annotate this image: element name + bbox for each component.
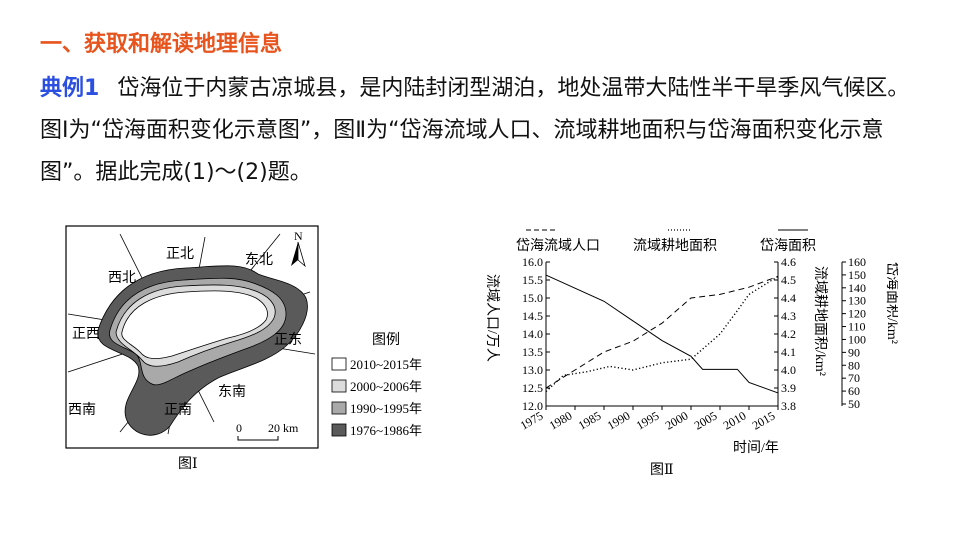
y-tick-label-lake-area: 80 xyxy=(848,358,860,372)
y-axis-title-lake-area: 岱海面积/km² xyxy=(884,262,898,344)
legend-label-population: 岱海流域人口 xyxy=(516,238,600,254)
y-tick-label-farmland: 4.6 xyxy=(781,255,796,269)
example-paragraph: 典例1 岱海位于内蒙古凉城县，是内陆封闭型湖泊，地处温带大陆性半干旱季风气候区。图… xyxy=(40,68,925,194)
y-tick-label-population: 13.0 xyxy=(522,363,543,377)
legend-label-2000-2006: 2000~2006年 xyxy=(350,379,422,394)
y-tick-label-lake-area: 150 xyxy=(848,268,866,282)
y-tick-label-lake-area: 120 xyxy=(848,307,866,321)
example-label: 典例1 xyxy=(40,76,100,101)
lake-2010-2015 xyxy=(121,290,268,360)
scale-label: 20 km xyxy=(268,421,299,435)
y-tick-label-farmland: 4.2 xyxy=(781,327,796,341)
y-tick-label-farmland: 4.3 xyxy=(781,309,796,323)
y-tick-label-population: 14.0 xyxy=(522,327,543,341)
legend-label-lake-area: 岱海面积 xyxy=(760,238,816,254)
y-tick-label-lake-area: 70 xyxy=(848,371,860,385)
y-tick-label-farmland: 4.4 xyxy=(781,291,796,305)
dir-southeast-label: 东南 xyxy=(218,384,246,400)
y-axis-title-population: 流域人口/万人 xyxy=(484,274,500,362)
legend-label-2010-2015: 2010~2015年 xyxy=(350,357,422,372)
y-tick-label-lake-area: 50 xyxy=(848,397,860,411)
legend-title: 图例 xyxy=(372,332,400,348)
series-line-population xyxy=(545,275,779,389)
y-tick-label-farmland: 3.9 xyxy=(781,381,796,395)
x-tick-label: 2000 xyxy=(663,408,691,432)
y-tick-label-population: 16.0 xyxy=(522,255,543,269)
legend-label-1990-1995: 1990~1995年 xyxy=(350,401,422,416)
x-tick-label: 1985 xyxy=(576,408,604,432)
legend-item-2010-2015: 2010~2015年 xyxy=(331,357,422,372)
y-tick-label-population: 13.5 xyxy=(522,345,543,359)
y-tick-label-farmland: 4.5 xyxy=(781,273,796,287)
x-tick-label: 2015 xyxy=(750,408,778,432)
x-tick-label: 1980 xyxy=(547,408,575,432)
dir-east-label: 正东 xyxy=(274,332,302,348)
dir-southwest-label: 西南 xyxy=(68,402,96,418)
dir-south-label: 正南 xyxy=(164,402,192,418)
example-text: 岱海位于内蒙古凉城县，是内陆封闭型湖泊，地处温带大陆性半干旱季风气候区。图Ⅰ为“… xyxy=(40,76,910,185)
dir-north-label: 正北 xyxy=(166,246,194,262)
y-tick-label-population: 12.5 xyxy=(522,381,543,395)
north-arrow-label: N xyxy=(294,229,303,243)
legend-label-1976-1986: 1976~1986年 xyxy=(350,423,422,438)
figure-trend-chart: 岱海流域人口 流域耕地面积 岱海面积 流域人口/万人 流域耕地面积/km² 岱海… xyxy=(484,229,898,478)
y-tick-label-lake-area: 110 xyxy=(848,320,866,334)
x-axis-title: 时间/年 xyxy=(733,440,779,456)
map-frame xyxy=(65,225,319,449)
figure1-caption: 图Ⅰ xyxy=(178,457,198,472)
series-line-lake-area xyxy=(545,274,779,394)
dir-west-label: 正西 xyxy=(72,327,100,342)
y-tick-label-population: 14.5 xyxy=(522,309,543,323)
y-axis-title-farmland: 流域耕地面积/km² xyxy=(812,266,829,376)
legend-item-2000-2006: 2000~2006年 xyxy=(331,379,422,394)
x-tick-label: 1990 xyxy=(605,408,633,432)
legend-label-farmland: 流域耕地面积 xyxy=(633,237,717,254)
y-tick-label-lake-area: 60 xyxy=(848,384,860,398)
figure-lake-map: 正北 东北 西北 正西 正东 东南 西南 正南 N 0 20 km 图Ⅰ 图例 … xyxy=(65,225,422,472)
legend-item-1976-1986: 1976~1986年 xyxy=(331,423,422,438)
dir-northeast-label: 东北 xyxy=(245,252,273,268)
x-tick-label: 1995 xyxy=(634,408,662,432)
y-tick-label-farmland: 4.1 xyxy=(781,345,796,359)
legend-item-1990-1995: 1990~1995年 xyxy=(331,401,422,416)
y-tick-label-lake-area: 100 xyxy=(848,332,866,346)
chart-series xyxy=(545,274,779,394)
y-tick-label-lake-area: 160 xyxy=(848,255,866,269)
scale-bar xyxy=(237,436,279,441)
north-arrow-icon xyxy=(291,241,306,268)
x-tick-label: 2010 xyxy=(721,408,749,432)
y-tick-label-farmland: 4.0 xyxy=(781,363,796,377)
series-line-farmland xyxy=(545,275,779,393)
y-tick-label-population: 15.5 xyxy=(522,273,543,287)
dir-northwest-label: 西北 xyxy=(108,270,136,286)
y-tick-label-population: 15.0 xyxy=(522,291,543,305)
y-tick-label-lake-area: 140 xyxy=(848,281,866,295)
x-tick-label: 2005 xyxy=(692,408,720,432)
scale-zero-label: 0 xyxy=(236,421,242,435)
y-tick-label-lake-area: 130 xyxy=(848,294,866,308)
section-heading: 一、获取和解读地理信息 xyxy=(40,32,283,57)
figure2-caption: 图Ⅱ xyxy=(650,463,674,478)
y-tick-label-population: 12.0 xyxy=(522,399,543,413)
y-tick-label-farmland: 3.8 xyxy=(781,399,796,413)
y-tick-label-lake-area: 90 xyxy=(848,345,860,359)
